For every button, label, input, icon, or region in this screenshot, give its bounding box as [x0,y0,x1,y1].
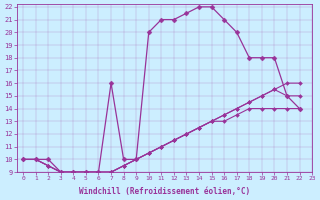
X-axis label: Windchill (Refroidissement éolien,°C): Windchill (Refroidissement éolien,°C) [79,187,250,196]
